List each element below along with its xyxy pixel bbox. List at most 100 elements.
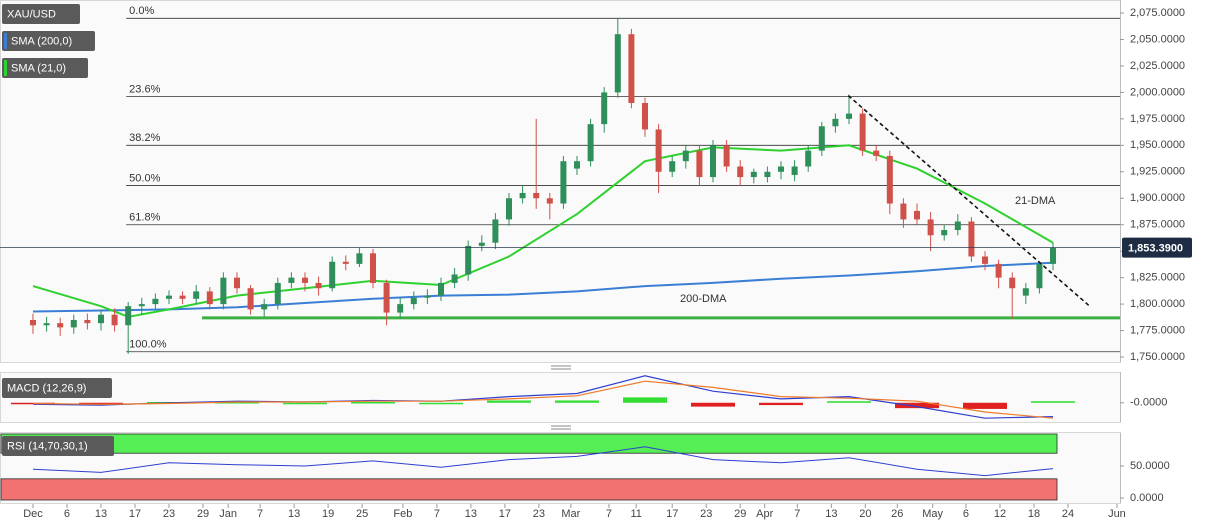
legend-entry[interactable]: XAU/USD bbox=[2, 4, 80, 24]
candle-body bbox=[723, 145, 730, 167]
candle-body bbox=[247, 288, 254, 310]
macd-histogram-bar bbox=[963, 402, 1008, 409]
y-tick-label: 2,075.0000 bbox=[1130, 7, 1185, 19]
candle-body bbox=[546, 198, 553, 204]
macd-histogram-bar bbox=[1031, 401, 1076, 403]
x-tick-label: 13 bbox=[825, 508, 837, 520]
candle bbox=[818, 122, 825, 156]
panel-grip[interactable] bbox=[551, 365, 571, 430]
x-tick-label: 23 bbox=[163, 508, 175, 520]
candle-body bbox=[805, 150, 812, 167]
candle bbox=[574, 155, 581, 175]
legend-entry[interactable]: RSI (14,70,30,1) bbox=[2, 436, 114, 456]
candle bbox=[954, 214, 961, 236]
candle-body bbox=[519, 192, 526, 199]
y-tick-label: 50.0000 bbox=[1130, 460, 1170, 472]
candle-body bbox=[818, 126, 825, 151]
candle bbox=[628, 28, 635, 109]
fib-label: 0.0% bbox=[129, 5, 154, 17]
legend-label: SMA (21,0) bbox=[11, 62, 66, 74]
x-tick-label: 12 bbox=[994, 508, 1006, 520]
legend-entry[interactable]: MACD (12,26,9) bbox=[2, 378, 112, 398]
candle bbox=[682, 145, 689, 169]
candle-body bbox=[737, 166, 744, 178]
candle-body bbox=[206, 291, 213, 305]
x-tick-label: 17 bbox=[499, 508, 511, 520]
candle bbox=[43, 316, 50, 332]
candle bbox=[723, 140, 730, 172]
candle-body bbox=[1036, 263, 1043, 289]
candle-body bbox=[261, 304, 268, 310]
candle-body bbox=[193, 291, 200, 299]
candle-body bbox=[288, 277, 295, 283]
annotation: 200-DMA bbox=[680, 293, 727, 305]
candle-body bbox=[111, 314, 118, 326]
candle-body bbox=[465, 245, 472, 275]
candle-body bbox=[778, 166, 785, 172]
candle bbox=[900, 198, 907, 228]
y-tick-label: 1,775.0000 bbox=[1130, 324, 1185, 336]
candle bbox=[57, 317, 64, 336]
candle-body bbox=[356, 253, 363, 264]
sma-line bbox=[32, 261, 1054, 313]
candle bbox=[383, 279, 390, 326]
candle bbox=[492, 213, 499, 250]
candle-body bbox=[832, 118, 839, 127]
x-tick-label: 7 bbox=[434, 508, 440, 520]
rsi-line bbox=[32, 446, 1054, 477]
trend-line bbox=[847, 94, 1091, 307]
oversold-band bbox=[0, 478, 1058, 501]
current-price-box bbox=[1122, 237, 1192, 258]
y-tick-label: 2,025.0000 bbox=[1130, 60, 1185, 72]
macd-histogram-bar bbox=[10, 402, 55, 405]
candle-body bbox=[642, 102, 649, 130]
candle bbox=[97, 309, 104, 331]
legend-box bbox=[2, 31, 95, 51]
candle-body bbox=[165, 295, 172, 299]
x-tick-label: 11 bbox=[630, 508, 641, 520]
x-tick-label: 6 bbox=[963, 508, 969, 520]
candle bbox=[111, 308, 118, 332]
candle-body bbox=[424, 295, 431, 298]
macd-histogram-bar bbox=[350, 402, 395, 404]
candle bbox=[220, 272, 227, 310]
candle-body bbox=[587, 124, 594, 162]
fib-label: 100.0% bbox=[129, 339, 167, 351]
candle bbox=[274, 277, 281, 310]
candle bbox=[1036, 261, 1043, 294]
candle-body bbox=[397, 304, 404, 313]
candle bbox=[356, 248, 363, 268]
candle-body bbox=[710, 145, 717, 178]
candle-body bbox=[846, 113, 853, 119]
candle-body bbox=[179, 295, 186, 299]
x-tick-label: 18 bbox=[1028, 508, 1040, 520]
candle bbox=[329, 256, 336, 292]
candle bbox=[669, 155, 676, 178]
candle-body bbox=[791, 166, 798, 175]
candle bbox=[1009, 272, 1016, 319]
x-tick-label: 29 bbox=[734, 508, 746, 520]
candle-body bbox=[29, 319, 36, 326]
candle-body bbox=[233, 277, 240, 289]
candle-body bbox=[560, 161, 567, 204]
legend-entry[interactable]: SMA (21,0) bbox=[2, 58, 88, 78]
x-tick-label: 7 bbox=[794, 508, 800, 520]
legend-box bbox=[2, 436, 114, 456]
candle bbox=[696, 145, 703, 186]
candle bbox=[437, 277, 444, 301]
candle-body bbox=[927, 219, 934, 236]
candle bbox=[846, 94, 853, 125]
candle bbox=[125, 301, 132, 354]
y-tick-label: 1,875.0000 bbox=[1130, 219, 1185, 231]
x-tick-label: 6 bbox=[64, 508, 70, 520]
candle-body bbox=[274, 282, 281, 305]
x-tick-label: 23 bbox=[533, 508, 545, 520]
candle-body bbox=[696, 150, 703, 178]
candle-body bbox=[900, 203, 907, 220]
legend-entry[interactable]: SMA (200,0) bbox=[2, 31, 95, 51]
candle bbox=[397, 297, 404, 319]
macd-histogram-bar bbox=[623, 397, 668, 403]
candle bbox=[179, 291, 186, 305]
candle bbox=[546, 192, 553, 220]
candle-body bbox=[614, 34, 621, 93]
